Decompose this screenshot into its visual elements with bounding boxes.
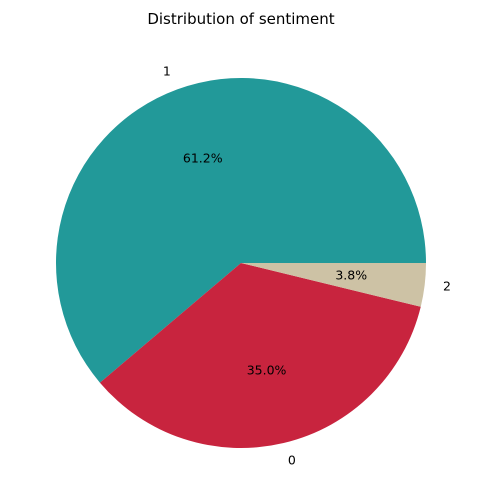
chart-title: Distribution of sentiment	[147, 10, 334, 28]
slice-label-0: 0	[288, 453, 296, 468]
pie-slice-0	[99, 263, 421, 448]
slice-percent-0: 35.0%	[247, 363, 287, 378]
pie-slices	[55, 77, 427, 448]
pie-labels: 1 61.2% 0 35.0% 2 3.8%	[163, 63, 451, 467]
slice-label-1: 1	[163, 63, 171, 78]
slice-percent-2: 3.8%	[335, 268, 367, 283]
slice-label-2: 2	[443, 279, 451, 294]
pie-slice-1	[55, 77, 427, 383]
pie-slice-2	[241, 263, 426, 307]
slice-percent-1: 61.2%	[183, 150, 223, 165]
